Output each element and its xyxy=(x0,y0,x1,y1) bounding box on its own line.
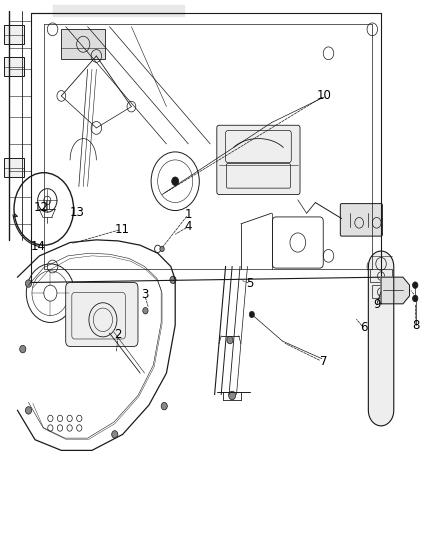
Circle shape xyxy=(170,276,176,284)
Bar xyxy=(4,158,24,177)
Text: 3: 3 xyxy=(141,288,148,301)
Text: 10: 10 xyxy=(317,90,332,102)
Circle shape xyxy=(172,177,179,185)
Text: 9: 9 xyxy=(373,298,381,311)
FancyBboxPatch shape xyxy=(66,282,138,346)
Circle shape xyxy=(25,280,32,287)
Circle shape xyxy=(112,431,118,438)
Polygon shape xyxy=(53,5,184,16)
Polygon shape xyxy=(381,277,410,304)
Circle shape xyxy=(25,407,32,414)
Bar xyxy=(4,25,24,44)
FancyBboxPatch shape xyxy=(217,125,300,195)
Circle shape xyxy=(161,402,167,410)
Circle shape xyxy=(413,282,418,288)
Text: 5: 5 xyxy=(246,277,253,290)
FancyBboxPatch shape xyxy=(340,204,382,236)
Polygon shape xyxy=(368,251,394,426)
Bar xyxy=(384,290,397,300)
Circle shape xyxy=(143,308,148,314)
Text: 11: 11 xyxy=(114,223,129,236)
Text: 2: 2 xyxy=(114,328,122,341)
Bar xyxy=(61,29,105,59)
Text: 12: 12 xyxy=(34,201,49,214)
Bar xyxy=(372,285,390,298)
Circle shape xyxy=(227,336,233,344)
Circle shape xyxy=(249,311,254,318)
Text: 14: 14 xyxy=(31,240,46,253)
Text: 13: 13 xyxy=(69,206,84,219)
Text: 7: 7 xyxy=(320,355,328,368)
Text: 6: 6 xyxy=(360,321,367,334)
Circle shape xyxy=(413,295,418,302)
Bar xyxy=(370,269,392,282)
Circle shape xyxy=(20,345,26,353)
Text: 8: 8 xyxy=(413,319,420,332)
Bar xyxy=(4,57,24,76)
Circle shape xyxy=(160,246,164,252)
Circle shape xyxy=(229,391,236,400)
Text: 4: 4 xyxy=(184,220,192,233)
Text: 1: 1 xyxy=(184,208,192,221)
